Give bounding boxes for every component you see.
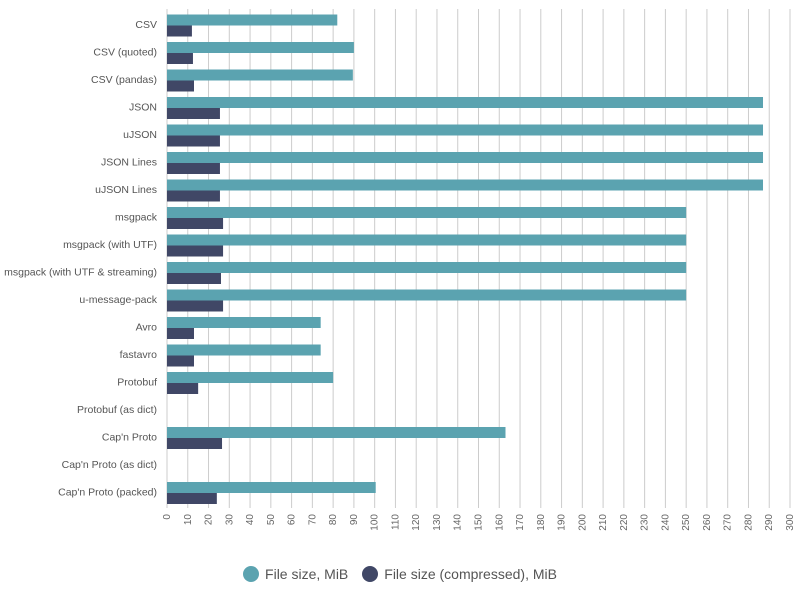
category-label: uJSON — [123, 129, 157, 141]
category-label: JSON Lines — [101, 157, 157, 169]
legend-swatch-file-size — [243, 566, 260, 582]
bar-file-size[interactable] — [167, 482, 376, 493]
bar-compressed-size[interactable] — [167, 300, 224, 312]
x-tick-label: 220 — [619, 514, 630, 531]
x-tick-label: 280 — [743, 514, 754, 531]
bar-compressed-size[interactable] — [167, 438, 223, 449]
bar-file-size[interactable] — [167, 42, 354, 53]
x-tick-label: 40 — [245, 514, 256, 526]
category-label: Avro — [136, 322, 158, 334]
x-tick-label: 30 — [224, 514, 235, 526]
category-label: Protobuf (as dict) — [77, 404, 157, 416]
x-tick-label: 50 — [266, 514, 277, 526]
category-label: Cap'n Proto — [102, 432, 157, 444]
bar-compressed-size[interactable] — [167, 135, 220, 147]
x-tick-label: 290 — [764, 514, 775, 531]
x-tick-label: 160 — [494, 514, 505, 531]
x-tick-label: 190 — [557, 514, 568, 531]
x-tick-label: 150 — [474, 514, 485, 531]
bar-file-size[interactable] — [167, 262, 687, 273]
x-tick-label: 90 — [349, 514, 360, 526]
bar-file-size[interactable] — [167, 152, 764, 163]
category-label: CSV — [135, 19, 157, 31]
category-labels: CSV CSV (quoted) CSV (pandas) JSON uJSON JSON… — [4, 19, 158, 499]
x-tick-label: 20 — [204, 514, 215, 526]
x-tick-label: 200 — [577, 514, 588, 531]
bar-compressed-size[interactable] — [167, 218, 224, 229]
bar-compressed-size[interactable] — [167, 245, 224, 257]
category-label: Cap'n Proto (packed) — [58, 487, 157, 499]
bar-file-size[interactable] — [167, 97, 764, 108]
category-label: JSON — [129, 102, 157, 114]
x-tick-label: 300 — [785, 514, 796, 531]
legend-label-compressed-size: File size (compressed), MiB — [384, 566, 557, 582]
bar-compressed-size[interactable] — [167, 493, 217, 504]
bar-compressed-size[interactable] — [167, 53, 193, 64]
x-tick-label: 230 — [640, 514, 651, 531]
category-label: CSV (quoted) — [93, 47, 157, 59]
category-label: CSV (pandas) — [91, 74, 157, 86]
x-tick-label: 180 — [536, 514, 547, 531]
bar-compressed-size[interactable] — [167, 190, 220, 202]
x-tick-labels: 0 10 20 30 40 50 60 70 80 90 100 110 120 130 140 150 160… — [162, 514, 796, 531]
x-tick-label: 170 — [515, 514, 526, 531]
bar-file-size[interactable] — [167, 289, 687, 301]
category-label: msgpack (with UTF & streaming) — [4, 267, 157, 279]
x-tick-label: 140 — [453, 514, 464, 531]
category-label: msgpack (with UTF) — [63, 239, 157, 251]
legend-label-file-size: File size, MiB — [265, 566, 349, 582]
bar-file-size[interactable] — [167, 372, 334, 383]
bar-compressed-size[interactable] — [167, 383, 199, 394]
x-tick-label: 130 — [432, 514, 443, 531]
x-tick-label: 120 — [411, 514, 422, 531]
bar-compressed-size[interactable] — [167, 25, 192, 37]
x-tick-label: 250 — [681, 514, 692, 531]
bar-file-size[interactable] — [167, 14, 338, 26]
category-label: Protobuf — [117, 377, 157, 389]
bar-compressed-size[interactable] — [167, 328, 194, 339]
bar-compressed-size[interactable] — [167, 108, 220, 119]
legend-item-file-size[interactable]: File size, MiB — [243, 566, 348, 582]
bar-file-size[interactable] — [167, 234, 687, 246]
x-tick-label: 80 — [328, 514, 339, 526]
bars — [167, 14, 764, 504]
bar-compressed-size[interactable] — [167, 80, 194, 92]
grid-lines — [166, 9, 791, 508]
x-tick-label: 70 — [307, 514, 318, 526]
x-tick-label: 10 — [183, 514, 194, 526]
category-label: msgpack — [115, 212, 158, 224]
x-tick-label: 210 — [598, 514, 609, 531]
x-tick-label: 260 — [702, 514, 713, 531]
bar-file-size[interactable] — [167, 207, 687, 218]
x-tick-label: 240 — [660, 514, 671, 531]
bar-file-size[interactable] — [167, 427, 506, 438]
legend-swatch-compressed-size — [362, 566, 379, 582]
x-tick-label: 60 — [287, 514, 298, 526]
x-tick-label: 270 — [723, 514, 734, 531]
category-label: Cap'n Proto (as dict) — [62, 459, 157, 471]
legend: File size, MiB File size (compressed), M… — [0, 566, 800, 582]
legend-item-compressed-size[interactable]: File size (compressed), MiB — [362, 566, 557, 582]
category-label: u-message-pack — [79, 294, 157, 306]
x-tick-label: 0 — [162, 514, 173, 520]
bar-compressed-size[interactable] — [167, 355, 194, 367]
x-tick-label: 100 — [370, 514, 381, 531]
bar-file-size[interactable] — [167, 69, 353, 81]
category-label: fastavro — [120, 349, 158, 361]
bar-file-size[interactable] — [167, 317, 321, 328]
bar-file-size[interactable] — [167, 124, 764, 136]
category-label: uJSON Lines — [95, 184, 157, 196]
bar-file-size[interactable] — [167, 344, 321, 356]
bar-file-size[interactable] — [167, 179, 764, 191]
bar-compressed-size[interactable] — [167, 163, 220, 174]
x-tick-label: 110 — [390, 514, 401, 530]
bar-compressed-size[interactable] — [167, 273, 221, 284]
